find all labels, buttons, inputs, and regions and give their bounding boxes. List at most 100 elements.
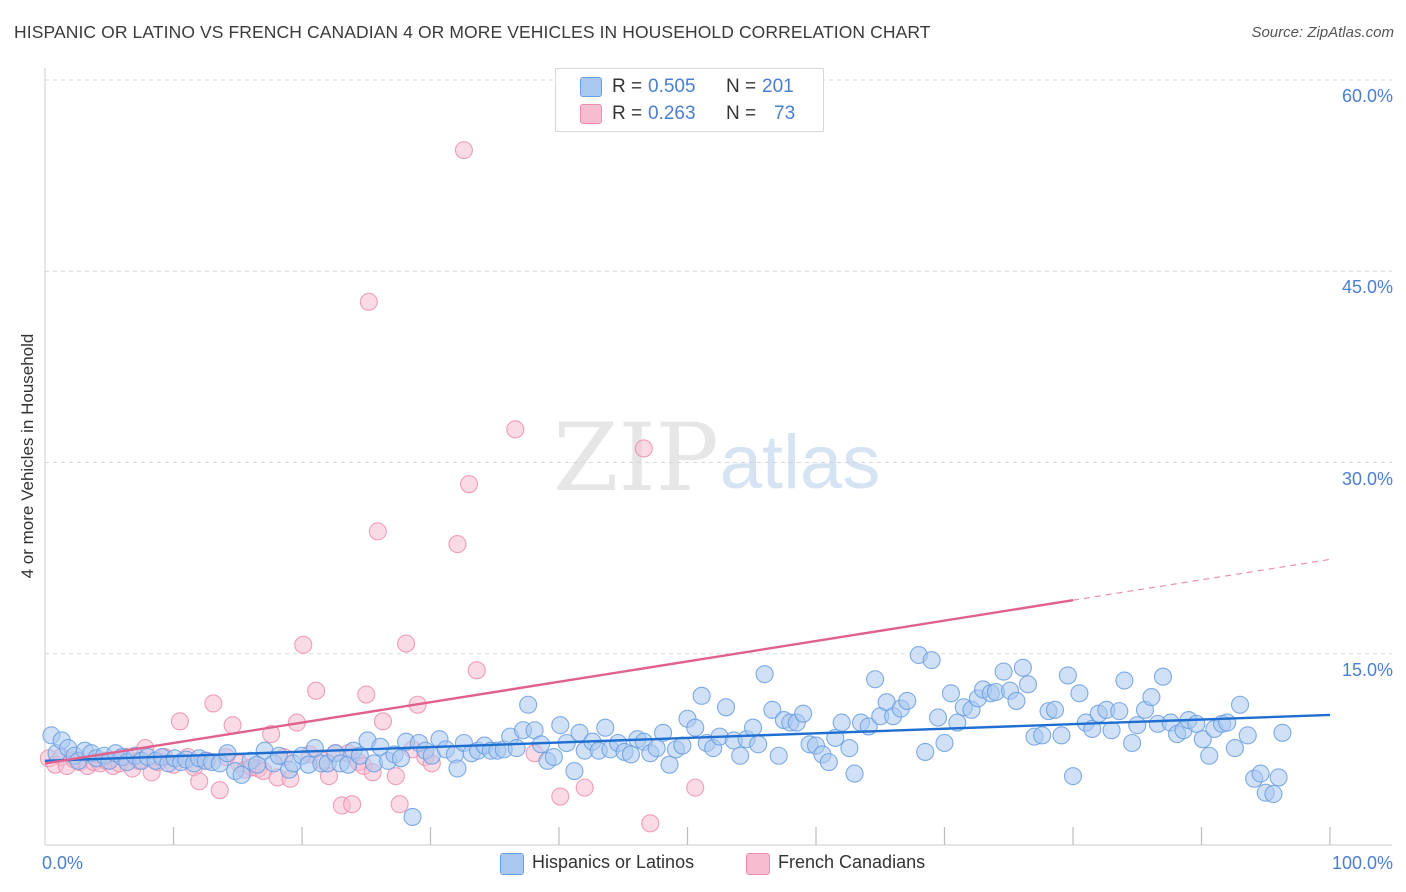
trend-lines <box>44 558 1331 765</box>
data-point <box>307 681 326 700</box>
legend-swatch-pink <box>746 853 770 875</box>
data-point <box>190 772 209 791</box>
stats-legend: R = 0.505 N = 201 R = 0.263 N = 73 <box>555 68 824 132</box>
data-point <box>660 755 679 774</box>
data-point <box>941 684 960 703</box>
data-point <box>232 765 251 784</box>
x-tick-label-min: 0.0% <box>42 853 84 873</box>
data-point <box>948 713 967 732</box>
data-point <box>1251 764 1270 783</box>
data-point <box>692 686 711 705</box>
data-point <box>654 723 673 742</box>
data-point <box>1018 675 1038 694</box>
data-point <box>390 795 409 814</box>
data-point <box>294 635 313 654</box>
n-value: 73 <box>774 103 796 124</box>
data-point <box>1063 767 1083 786</box>
data-point <box>1142 688 1161 707</box>
data-point <box>170 712 189 731</box>
data-point <box>210 781 229 800</box>
data-point <box>551 716 570 735</box>
data-point <box>262 725 281 744</box>
data-point <box>448 535 467 554</box>
data-point <box>371 737 390 756</box>
data-point <box>755 665 774 684</box>
data-point <box>731 746 750 765</box>
data-point <box>673 736 692 755</box>
legend-swatch-pink <box>580 104 602 124</box>
data-point <box>743 718 763 737</box>
r-value: 0.505 <box>648 76 696 97</box>
data-point <box>386 767 405 786</box>
y-axis-label: 4 or more Vehicles in Household <box>18 333 37 579</box>
data-point <box>1187 714 1206 733</box>
data-point <box>1231 695 1250 714</box>
data-point <box>1200 746 1219 765</box>
stats-row-french-canadians: R = 0.263 N = 73 <box>556 101 823 127</box>
n-label: N = <box>726 76 757 97</box>
r-value: 0.263 <box>648 103 696 124</box>
data-point <box>575 778 594 797</box>
data-point <box>1070 684 1089 703</box>
data-point <box>647 739 666 758</box>
data-point <box>403 807 422 827</box>
data-point <box>1128 716 1147 735</box>
data-point <box>391 749 410 768</box>
data-point <box>686 718 705 737</box>
data-point <box>634 439 653 458</box>
data-point <box>1273 723 1292 742</box>
data-point <box>716 698 736 717</box>
data-point <box>769 746 788 765</box>
legend-label: Hispanics or Latinos <box>532 852 695 872</box>
data-point <box>1045 700 1065 719</box>
data-point <box>1264 784 1283 804</box>
data-point <box>794 704 813 723</box>
n-value: 201 <box>762 76 794 97</box>
data-point <box>373 712 393 731</box>
data-point <box>359 292 378 311</box>
data-point <box>840 739 859 758</box>
data-point <box>994 662 1013 681</box>
n-label: N = <box>726 103 757 124</box>
data-point <box>448 759 467 778</box>
data-point <box>621 745 641 764</box>
watermark-atlas: atlas <box>720 420 881 505</box>
stats-row-hispanics: R = 0.505 N = 201 <box>556 74 823 100</box>
data-point <box>454 141 473 160</box>
y-tick-label: 60.0% <box>1341 86 1393 106</box>
data-point <box>1115 671 1134 690</box>
data-point <box>832 713 851 732</box>
trend-line-solid <box>44 713 1331 763</box>
data-point <box>866 670 885 689</box>
data-point <box>467 661 486 680</box>
data-point <box>596 718 615 737</box>
data-point <box>397 634 416 653</box>
gridlines <box>45 79 1392 655</box>
data-point <box>819 753 838 772</box>
data-point <box>343 795 362 814</box>
data-point <box>935 733 954 753</box>
data-point <box>1033 726 1052 745</box>
chart-title: HISPANIC OR LATINO VS FRENCH CANADIAN 4 … <box>14 22 931 42</box>
data-point <box>929 708 948 727</box>
watermark-zip: ZIP <box>553 404 719 513</box>
data-point <box>1102 721 1121 740</box>
data-point <box>1110 702 1129 721</box>
source-credit: Source: ZipAtlas.com <box>1251 24 1394 41</box>
y-tick-label: 15.0% <box>1341 659 1393 680</box>
data-point <box>1225 739 1244 758</box>
data-point <box>1238 726 1257 745</box>
data-point <box>368 522 387 541</box>
data-point <box>686 778 705 797</box>
data-point <box>916 742 935 761</box>
data-point <box>223 716 242 735</box>
data-point <box>1052 726 1071 745</box>
data-point <box>1013 658 1032 677</box>
data-point <box>565 761 584 781</box>
data-point <box>357 685 376 704</box>
data-point <box>1007 691 1026 710</box>
data-point <box>922 651 941 670</box>
r-label: R = <box>612 103 643 124</box>
data-point <box>763 700 782 719</box>
